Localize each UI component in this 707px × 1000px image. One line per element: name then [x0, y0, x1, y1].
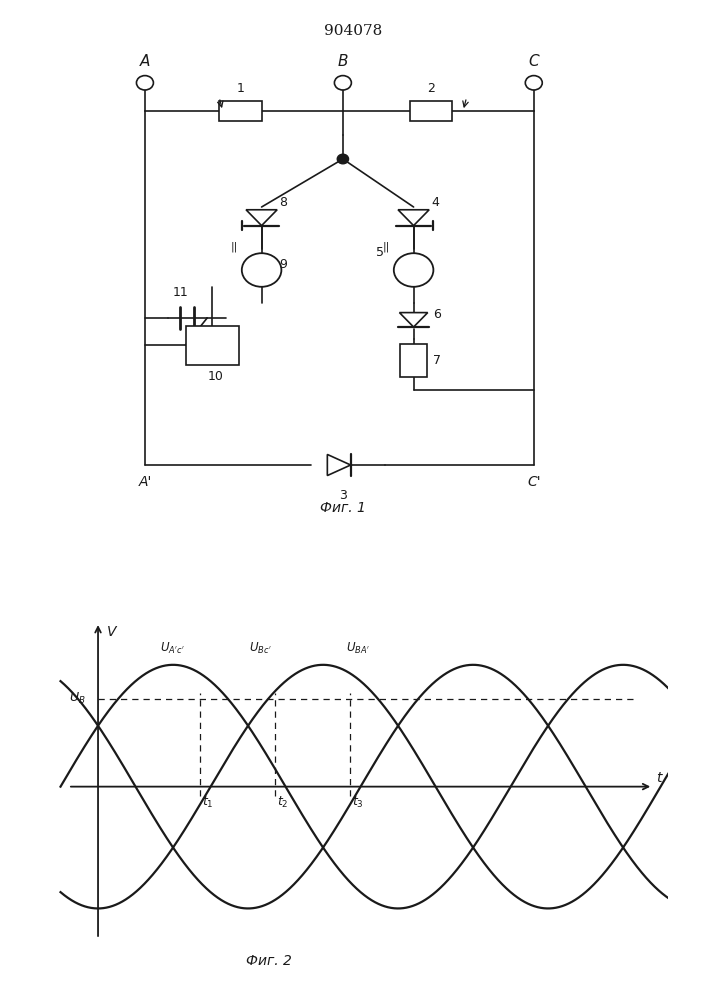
Text: B: B	[338, 54, 348, 69]
Circle shape	[394, 253, 433, 287]
Bar	[410, 101, 452, 121]
Text: 2: 2	[427, 82, 436, 95]
Polygon shape	[399, 313, 428, 327]
Text: 11: 11	[173, 286, 188, 299]
Circle shape	[337, 154, 349, 164]
Text: $U_{Bc'}$: $U_{Bc'}$	[249, 641, 271, 656]
Text: 3: 3	[339, 489, 347, 502]
Polygon shape	[398, 210, 429, 226]
Circle shape	[525, 76, 542, 90]
Circle shape	[334, 76, 351, 90]
Text: $U_{BA'}$: $U_{BA'}$	[346, 641, 370, 656]
Text: A': A'	[139, 475, 151, 489]
Text: A: A	[140, 54, 150, 69]
Text: Фиг. 2: Фиг. 2	[246, 954, 291, 968]
Text: 10: 10	[208, 370, 223, 383]
Bar	[185, 326, 239, 364]
Circle shape	[242, 253, 281, 287]
Text: C': C'	[527, 475, 541, 489]
Text: 5: 5	[376, 245, 384, 258]
Text: $U_{A'c'}$: $U_{A'c'}$	[160, 641, 186, 656]
Text: 1: 1	[236, 82, 245, 95]
Text: $t_1$: $t_1$	[201, 795, 214, 810]
Polygon shape	[246, 210, 277, 226]
Text: 904078: 904078	[325, 24, 382, 38]
Text: $U_B$: $U_B$	[69, 691, 86, 706]
Text: t: t	[656, 771, 662, 785]
Text: 4: 4	[431, 196, 439, 209]
Text: ||: ||	[231, 241, 238, 252]
Text: 6: 6	[433, 308, 441, 322]
Text: $t_2$: $t_2$	[276, 795, 288, 810]
Circle shape	[136, 76, 153, 90]
Text: 7: 7	[433, 354, 441, 366]
Bar	[400, 344, 427, 376]
Text: Фиг. 1: Фиг. 1	[320, 501, 366, 515]
Text: C: C	[528, 54, 539, 69]
Text: 8: 8	[279, 196, 287, 209]
Text: V: V	[107, 625, 117, 639]
Text: $t_3$: $t_3$	[351, 795, 363, 810]
Bar	[219, 101, 262, 121]
Text: 9: 9	[279, 257, 287, 270]
Text: ||: ||	[383, 241, 390, 252]
Polygon shape	[327, 454, 351, 476]
